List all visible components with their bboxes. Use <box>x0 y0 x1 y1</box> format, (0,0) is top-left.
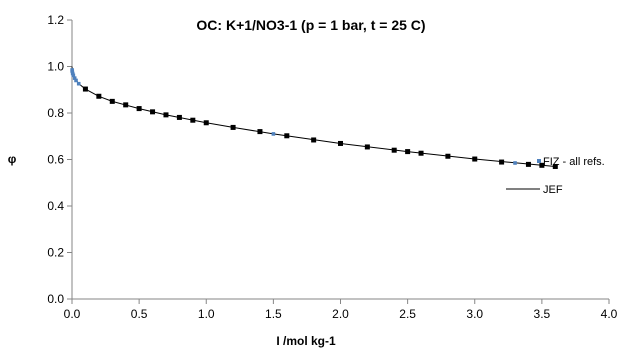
data-point <box>552 163 558 169</box>
x-tick-label: 0.5 <box>131 307 148 321</box>
data-point <box>311 137 317 143</box>
data-point <box>72 76 77 80</box>
data-point <box>136 106 142 112</box>
x-tick-label: 3.5 <box>534 307 551 321</box>
x-axis-ticks: 0.0 0.5 1.0 1.5 2.0 2.5 3.0 3.5 4.0 <box>64 299 618 321</box>
data-point <box>257 129 263 135</box>
y-tick-label: 0.2 <box>47 246 64 260</box>
x-tick-label: 1.0 <box>198 307 215 321</box>
data-point <box>513 161 517 165</box>
data-point <box>499 159 505 165</box>
data-point <box>418 150 424 156</box>
data-point <box>364 144 370 150</box>
series-jef-path <box>71 66 556 167</box>
chart-title: OC: K+1/NO3-1 (p = 1 bar, t = 25 C) <box>196 17 425 33</box>
data-point <box>203 120 209 126</box>
data-point <box>123 102 129 108</box>
data-point <box>284 133 290 139</box>
series-jef-line <box>71 66 556 167</box>
data-point <box>176 114 182 120</box>
data-point <box>445 153 451 159</box>
x-tick-label: 4.0 <box>601 307 618 321</box>
data-point <box>271 132 276 136</box>
data-point <box>472 156 478 162</box>
y-tick-label: 0.0 <box>47 292 64 306</box>
y-axis-label: φ <box>8 152 17 166</box>
x-tick-label: 2.0 <box>332 307 349 321</box>
x-tick-label: 2.5 <box>399 307 416 321</box>
data-point <box>96 93 102 99</box>
legend: FIZ - all refs. JEF <box>506 156 605 196</box>
data-point <box>109 98 115 104</box>
data-point <box>70 69 75 74</box>
data-point <box>525 161 531 167</box>
series-fiz-points <box>70 68 558 169</box>
data-point <box>74 78 78 83</box>
data-point <box>150 109 156 115</box>
x-tick-label: 1.5 <box>265 307 282 321</box>
legend-label-jef: JEF <box>543 184 563 196</box>
data-point <box>338 140 343 146</box>
legend-marker-fiz <box>537 159 541 163</box>
data-point <box>391 147 397 153</box>
data-point <box>405 149 411 155</box>
data-point <box>82 86 88 92</box>
data-point <box>230 124 236 130</box>
y-axis-ticks: 0.0 0.2 0.4 0.6 0.8 1.0 1.2 <box>47 13 72 306</box>
y-tick-label: 1.0 <box>47 60 64 74</box>
y-tick-label: 0.4 <box>47 199 64 213</box>
x-tick-label: 0.0 <box>64 307 81 321</box>
y-tick-label: 1.2 <box>47 13 64 27</box>
data-point <box>76 81 81 86</box>
x-axis-label: I /mol kg-1 <box>276 334 336 348</box>
data-point <box>539 162 545 168</box>
x-tick-label: 3.0 <box>466 307 483 321</box>
y-tick-label: 0.6 <box>47 153 64 167</box>
y-tick-label: 0.8 <box>47 106 64 120</box>
data-point <box>190 117 196 123</box>
data-point <box>71 73 76 78</box>
legend-label-fiz: FIZ - all refs. <box>543 156 605 168</box>
data-point <box>163 112 169 118</box>
data-point <box>70 71 75 76</box>
